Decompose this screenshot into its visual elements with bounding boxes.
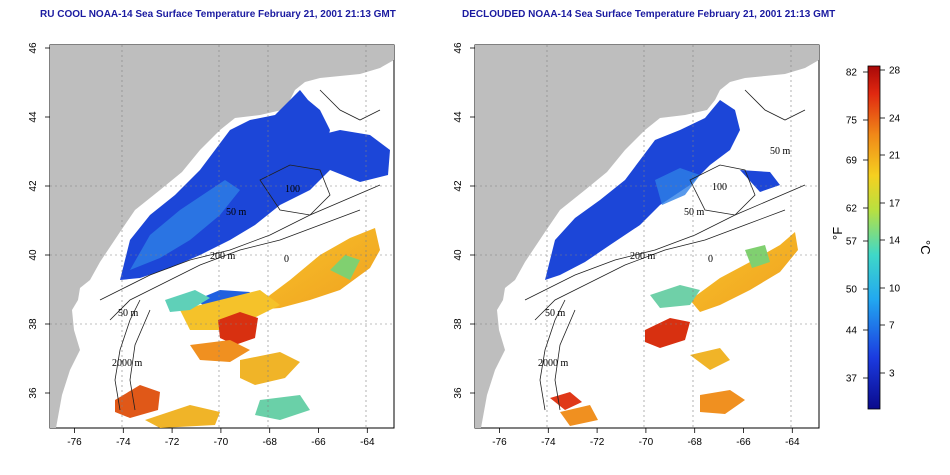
- y-tick-label: 44: [453, 111, 464, 123]
- x-tick-label: -74: [116, 437, 131, 448]
- right-map: 50 m 100 50 m 200 m 50 m 2000 m 0: [474, 44, 820, 429]
- left-panel-title: RU COOL NOAA-14 Sea Surface Temperature …: [40, 9, 396, 20]
- fahrenheit-tick-label: 75: [846, 116, 858, 127]
- y-tick-label: 38: [453, 318, 464, 330]
- fahrenheit-tick-label: 57: [846, 237, 858, 248]
- fahrenheit-label: °F: [830, 227, 845, 240]
- colorbar: 82 75 69 62 57 50 44 37 28 24 21 17 14 10 7 3 °F °C: [830, 66, 933, 410]
- contour-label: 0: [708, 254, 713, 265]
- contour-label: 2000 m: [112, 358, 143, 369]
- celsius-tick-label: 3: [889, 369, 895, 380]
- celsius-tick-label: 10: [889, 284, 901, 295]
- celsius-tick-label: 28: [889, 66, 901, 77]
- contour-label: 200 m: [210, 251, 236, 262]
- y-tick-label: 36: [28, 387, 39, 399]
- celsius-tick-label: 21: [889, 151, 901, 162]
- x-tick-label: -66: [736, 437, 751, 448]
- x-tick-label: -72: [590, 437, 605, 448]
- contour-label: 100: [285, 184, 300, 195]
- fahrenheit-tick-label: 50: [846, 285, 858, 296]
- x-tick-label: -70: [214, 437, 229, 448]
- y-tick-label: 40: [453, 249, 464, 261]
- contour-label: 50 m: [545, 308, 566, 319]
- y-tick-label: 46: [28, 42, 39, 54]
- fahrenheit-tick-label: 37: [846, 374, 858, 385]
- fahrenheit-tick-label: 69: [846, 156, 858, 167]
- contour-label: 50 m: [118, 308, 139, 319]
- y-tick-label: 40: [28, 249, 39, 261]
- x-tick-label: -76: [67, 437, 82, 448]
- x-tick-label: -66: [311, 437, 326, 448]
- celsius-tick-label: 17: [889, 199, 901, 210]
- contour-label: 50 m: [684, 207, 705, 218]
- y-tick-label: 46: [453, 42, 464, 54]
- celsius-tick-label: 7: [889, 321, 895, 332]
- celsius-label: °C: [918, 240, 933, 255]
- left-map: 50 m 100 200 m 50 m 2000 m 0: [49, 44, 395, 429]
- right-axes: -76 -74 -72 -70 -68 -66 -64 36 38 40 42 44 46: [453, 42, 800, 448]
- land-mass: [50, 45, 394, 428]
- contour-label: 100: [712, 182, 727, 193]
- y-tick-label: 36: [453, 387, 464, 399]
- fahrenheit-tick-label: 44: [846, 326, 858, 337]
- warm-water: [690, 232, 798, 312]
- warm-water: [255, 228, 380, 310]
- fahrenheit-tick-label: 82: [846, 68, 858, 79]
- y-tick-label: 38: [28, 318, 39, 330]
- fahrenheit-tick-label: 62: [846, 204, 858, 215]
- contour-label: 50 m: [770, 146, 791, 157]
- x-tick-label: -68: [687, 437, 702, 448]
- right-panel-title: DECLOUDED NOAA-14 Sea Surface Temperatur…: [462, 9, 836, 20]
- y-tick-label: 42: [28, 180, 39, 192]
- contour-label: 50 m: [226, 207, 247, 218]
- x-tick-label: -76: [492, 437, 507, 448]
- x-tick-label: -64: [360, 437, 375, 448]
- x-tick-label: -68: [262, 437, 277, 448]
- x-tick-label: -70: [639, 437, 654, 448]
- celsius-tick-label: 24: [889, 114, 901, 125]
- colorbar-gradient: [867, 65, 881, 410]
- celsius-tick-label: 14: [889, 236, 901, 247]
- x-tick-label: -72: [165, 437, 180, 448]
- y-tick-label: 44: [28, 111, 39, 123]
- left-axes: -76 -74 -72 -70 -68 -66 -64 36 38 40 42 44 46: [28, 42, 375, 448]
- x-tick-label: -74: [541, 437, 556, 448]
- cold-water: [545, 100, 740, 280]
- land-mass: [475, 45, 819, 428]
- x-tick-label: -64: [785, 437, 800, 448]
- contour-label: 0: [284, 254, 289, 265]
- contour-label: 200 m: [630, 251, 656, 262]
- y-tick-label: 42: [453, 180, 464, 192]
- contour-label: 2000 m: [538, 358, 569, 369]
